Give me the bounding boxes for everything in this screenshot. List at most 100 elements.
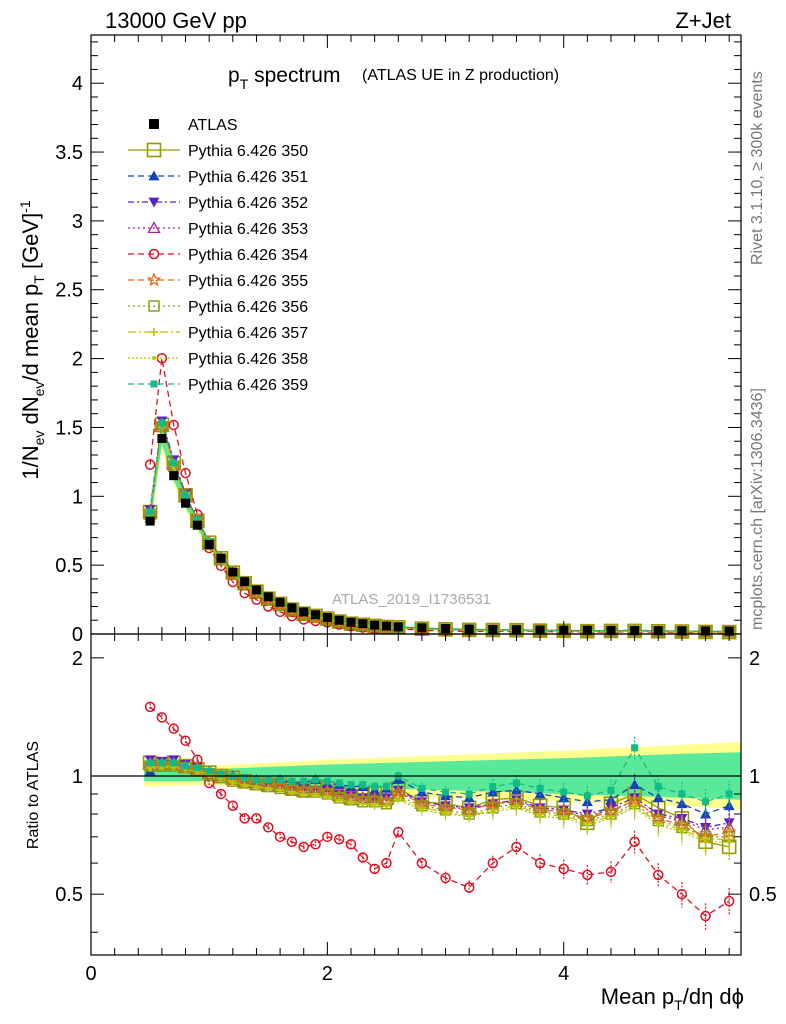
legend-label: Pythia 6.426 359 bbox=[188, 377, 308, 394]
ratio-point bbox=[487, 786, 499, 797]
ratio-point bbox=[416, 857, 428, 869]
legend-marker bbox=[146, 142, 162, 158]
ratio-point bbox=[195, 770, 200, 775]
ratio-tick-label: 2 bbox=[72, 648, 83, 670]
ratio-point bbox=[727, 839, 732, 844]
y-tick-label: 0.5 bbox=[55, 555, 83, 577]
data-point bbox=[192, 520, 202, 530]
ratio-point bbox=[396, 797, 401, 802]
data-point bbox=[334, 615, 344, 625]
ratio-point bbox=[654, 783, 662, 791]
series-line-ratio bbox=[150, 767, 730, 843]
ratio-point bbox=[418, 784, 426, 792]
ratio-point bbox=[443, 812, 448, 817]
series-line-ratio bbox=[149, 706, 730, 917]
ratio-point bbox=[180, 735, 191, 746]
series-line-main bbox=[149, 428, 730, 633]
legend-label: Pythia 6.426 350 bbox=[188, 143, 308, 160]
rivet-label: Rivet 3.1.10, ≥ 300k events bbox=[749, 71, 766, 265]
ratio-point bbox=[146, 759, 154, 767]
ratio-point bbox=[653, 869, 664, 881]
process-label: Z+Jet bbox=[675, 8, 731, 33]
ratio-point bbox=[252, 775, 260, 783]
legend-item: Pythia 6.426 353 bbox=[128, 221, 308, 238]
ratio-point bbox=[679, 830, 684, 835]
ratio-point bbox=[487, 857, 499, 869]
ratio-point bbox=[369, 863, 380, 875]
ratio-point bbox=[725, 790, 733, 798]
legend-marker bbox=[148, 248, 160, 260]
ratio-point bbox=[561, 816, 566, 821]
series-point bbox=[182, 491, 190, 499]
ratio-point bbox=[534, 857, 546, 869]
ratio-point bbox=[359, 781, 367, 789]
ratio-point bbox=[629, 836, 640, 848]
ratio-point bbox=[534, 788, 546, 799]
ratio-tick-label: 1 bbox=[72, 766, 83, 788]
ratio-point bbox=[419, 807, 424, 812]
ratio-point bbox=[289, 790, 294, 795]
data-point bbox=[358, 619, 368, 629]
y-tick-label: 2 bbox=[72, 349, 83, 371]
ratio-point bbox=[536, 784, 544, 792]
ratio-point bbox=[631, 744, 639, 752]
ratio-point bbox=[465, 790, 473, 798]
legend-label: Pythia 6.426 355 bbox=[188, 273, 308, 290]
ratio-point bbox=[582, 869, 593, 881]
energy-label: 13000 GeV pp bbox=[105, 8, 247, 33]
ratio-point bbox=[703, 839, 708, 844]
ratio-point bbox=[372, 803, 377, 808]
y-axis-label: 1/Nev dNev/d mean pT [GeV]-1 bbox=[17, 200, 47, 480]
data-point bbox=[216, 553, 226, 563]
ratio-point bbox=[609, 816, 613, 821]
ratio-point bbox=[490, 809, 495, 814]
ratio-point bbox=[558, 863, 569, 875]
series-point bbox=[146, 508, 154, 516]
ratio-point bbox=[371, 783, 379, 791]
data-point bbox=[311, 610, 321, 620]
series-point bbox=[180, 467, 191, 479]
ratio-point bbox=[442, 788, 450, 796]
ratio-point bbox=[325, 795, 330, 800]
series-point bbox=[193, 516, 201, 524]
legend-item: Pythia 6.426 354 bbox=[128, 247, 308, 264]
ratio-point bbox=[242, 782, 247, 787]
data-point bbox=[181, 498, 191, 508]
data-point bbox=[145, 516, 155, 526]
ratio-point bbox=[384, 803, 389, 808]
y-tick-label: 1.5 bbox=[55, 417, 83, 439]
ratio-point bbox=[288, 777, 296, 785]
ratio-tick-label-right: 2 bbox=[749, 648, 760, 670]
ratio-tick-label-right: 1 bbox=[749, 766, 760, 788]
data-point bbox=[275, 597, 285, 607]
y-tick-label: 3 bbox=[72, 211, 83, 233]
legend-marker bbox=[148, 170, 160, 181]
ratio-point bbox=[230, 780, 235, 785]
legend-label: Pythia 6.426 356 bbox=[188, 299, 308, 316]
mcplots-label: mcplots.cern.ch [arXiv:1306.3436] bbox=[749, 388, 766, 630]
ratio-point bbox=[156, 712, 168, 723]
ratio-point bbox=[323, 777, 331, 785]
data-point bbox=[381, 621, 391, 631]
ratio-point bbox=[301, 791, 306, 796]
ratio-point bbox=[632, 805, 637, 810]
ratio-point bbox=[440, 872, 451, 884]
ratio-point bbox=[347, 781, 355, 789]
ratio-point bbox=[215, 788, 227, 800]
ratio-frame bbox=[90, 633, 742, 956]
legend-label: Pythia 6.426 358 bbox=[188, 351, 308, 368]
legend-label: Pythia 6.426 352 bbox=[188, 195, 308, 212]
y-tick-label: 3.5 bbox=[55, 142, 83, 164]
ratio-point bbox=[264, 775, 272, 783]
ratio-point bbox=[583, 792, 591, 800]
ratio-point bbox=[702, 798, 710, 806]
legend-label: ATLAS bbox=[188, 117, 238, 134]
ratio-point bbox=[467, 814, 472, 819]
ratio-point bbox=[300, 777, 308, 785]
ratio-point bbox=[168, 723, 179, 734]
ratio-point bbox=[266, 786, 271, 791]
data-point bbox=[299, 607, 309, 617]
ratio-point bbox=[217, 770, 225, 778]
ratio-point bbox=[298, 841, 309, 853]
ratio-point bbox=[676, 888, 688, 900]
